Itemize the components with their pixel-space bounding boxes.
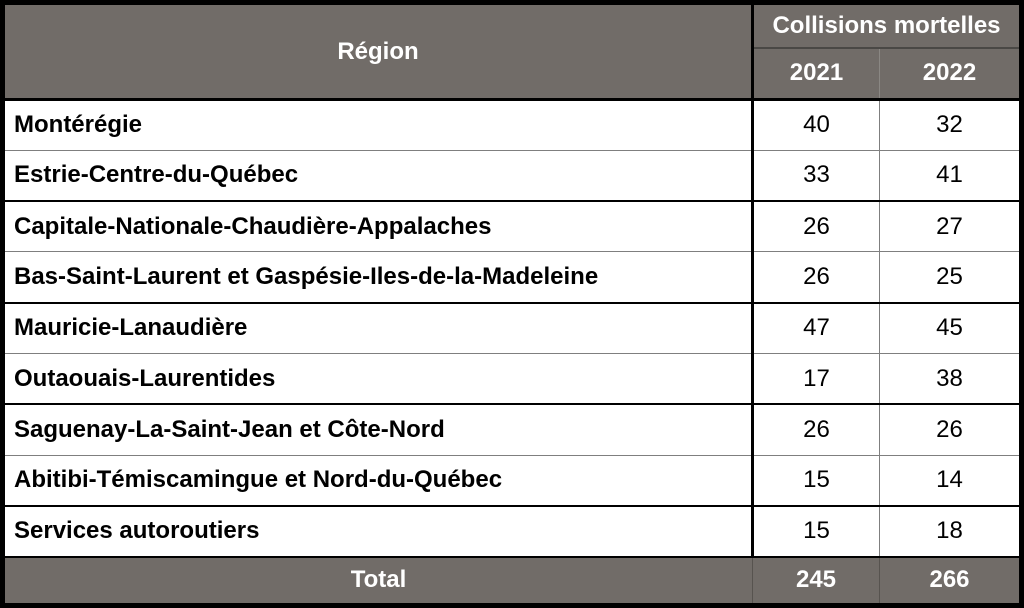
total-2021: 245 <box>752 556 880 606</box>
value-2021-cell: 26 <box>752 201 880 253</box>
column-header-collisions-mortelles: Collisions mortelles <box>752 2 1022 49</box>
total-label: Total <box>2 556 753 606</box>
value-2022-cell: 26 <box>879 404 1022 456</box>
table-row: Montérégie 40 32 <box>2 99 1022 151</box>
value-2022-cell: 32 <box>879 99 1022 151</box>
table-row: Services autoroutiers 15 18 <box>2 505 1022 558</box>
value-2021-cell: 26 <box>752 251 880 304</box>
region-cell: Estrie-Centre-du-Québec <box>2 150 754 203</box>
value-2022-cell: 25 <box>879 251 1022 304</box>
table-row: Abitibi-Témiscamingue et Nord-du-Québec … <box>2 455 1022 507</box>
column-header-region: Région <box>2 2 754 101</box>
value-2021-cell: 17 <box>752 353 880 406</box>
region-cell: Mauricie-Lanaudière <box>2 302 754 354</box>
value-2021-cell: 33 <box>752 150 880 203</box>
table-row: Estrie-Centre-du-Québec 33 41 <box>2 150 1022 203</box>
value-2022-cell: 14 <box>879 455 1022 507</box>
value-2021-cell: 47 <box>752 302 880 354</box>
region-cell: Outaouais-Laurentides <box>2 353 754 406</box>
region-cell: Services autoroutiers <box>2 505 754 558</box>
region-cell: Saguenay-La-Saint-Jean et Côte-Nord <box>2 404 754 456</box>
column-header-2021: 2021 <box>752 47 880 101</box>
header-row-group: Région Collisions mortelles <box>2 2 1022 101</box>
table-row: Mauricie-Lanaudière 47 45 <box>2 302 1022 354</box>
total-2022: 266 <box>879 556 1022 606</box>
column-header-2022: 2022 <box>879 47 1022 101</box>
region-cell: Capitale-Nationale-Chaudière-Appalaches <box>2 201 754 253</box>
value-2022-cell: 41 <box>879 150 1022 203</box>
value-2022-cell: 38 <box>879 353 1022 406</box>
value-2021-cell: 15 <box>752 455 880 507</box>
value-2021-cell: 40 <box>752 99 880 151</box>
table-row: Outaouais-Laurentides 17 38 <box>2 353 1022 406</box>
header-row-years: 2021 2022 <box>3 47 1022 101</box>
region-cell: Bas-Saint-Laurent et Gaspésie-Iles-de-la… <box>2 251 754 304</box>
total-row: Total 245 266 <box>2 556 1022 606</box>
value-2021-cell: 15 <box>752 505 880 558</box>
table-row: Capitale-Nationale-Chaudière-Appalaches … <box>2 201 1022 253</box>
table-row: Bas-Saint-Laurent et Gaspésie-Iles-de-la… <box>2 251 1022 304</box>
value-2022-cell: 18 <box>879 505 1022 558</box>
value-2021-cell: 26 <box>752 404 880 456</box>
table-row: Saguenay-La-Saint-Jean et Côte-Nord 26 2… <box>2 404 1022 456</box>
value-2022-cell: 45 <box>879 302 1022 354</box>
value-2022-cell: 27 <box>879 201 1022 253</box>
region-cell: Montérégie <box>2 99 754 151</box>
region-cell: Abitibi-Témiscamingue et Nord-du-Québec <box>2 455 754 507</box>
